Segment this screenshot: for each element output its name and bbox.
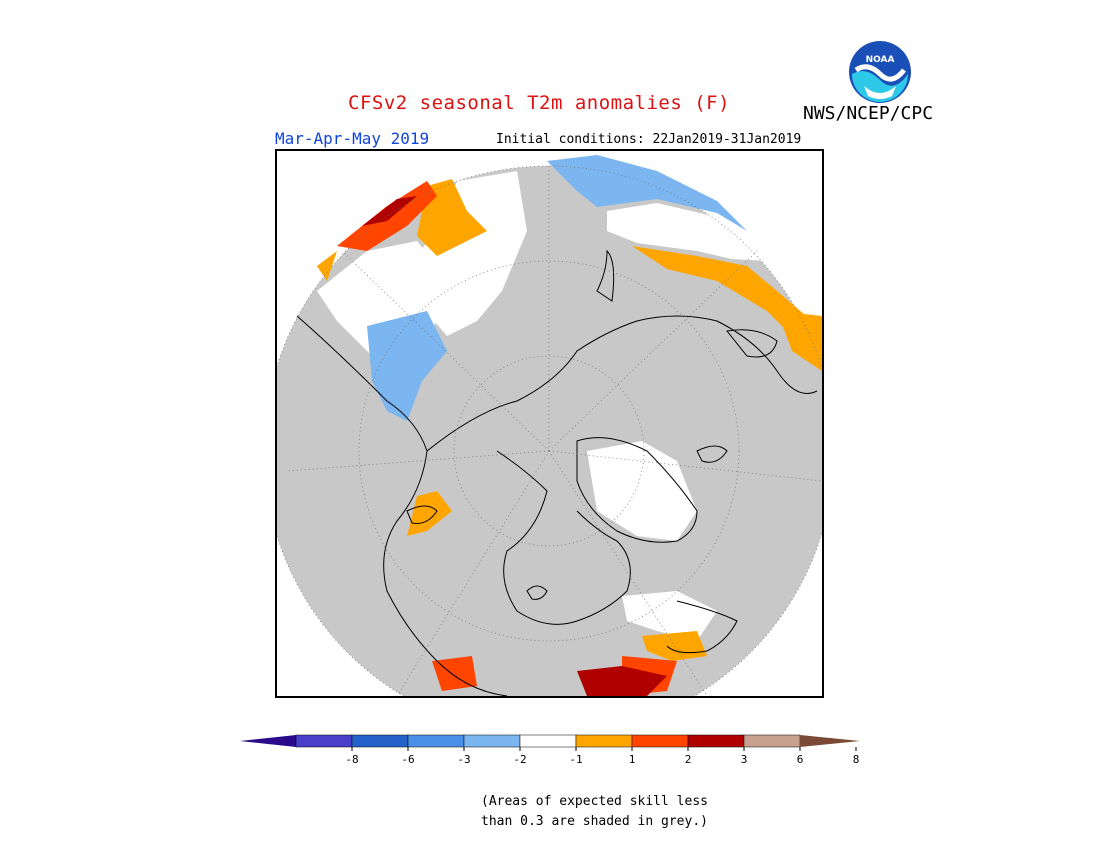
anomaly-region <box>577 666 667 696</box>
colorbar-tick-label: -8 <box>345 753 358 766</box>
anomaly-region <box>547 155 747 231</box>
anomaly-region <box>622 591 717 641</box>
colorbar-tick-label: 6 <box>797 753 804 766</box>
chart-title: CFSv2 seasonal T2m anomalies (F) <box>348 92 731 114</box>
colorbar-bin <box>743 734 801 748</box>
logo-text: NOAA <box>866 55 895 65</box>
anomaly-region <box>362 196 417 226</box>
colorbar-tick-label: -3 <box>457 753 470 766</box>
colorbar-bin <box>351 734 409 748</box>
anomaly-map <box>275 149 824 698</box>
skill-note-line1: (Areas of expected skill less <box>481 794 708 809</box>
colorbar-tick-label: -2 <box>513 753 526 766</box>
colorbar-bin <box>295 734 353 748</box>
anomaly-region <box>407 491 452 536</box>
colorbar-bin <box>687 734 745 748</box>
agency-label: NWS/NCEP/CPC <box>803 103 934 124</box>
colorbar-tick-label: -6 <box>401 753 414 766</box>
anomaly-region <box>317 241 457 391</box>
anomaly-region <box>632 246 822 361</box>
colorbar-bin <box>463 734 521 748</box>
noaa-logo: NOAA <box>849 41 911 103</box>
coastlines <box>296 249 818 696</box>
colorbar-tick-label: 1 <box>629 753 636 766</box>
graticule <box>277 165 822 696</box>
colorbar-tick-label: 3 <box>741 753 748 766</box>
colorbar-bin <box>519 734 577 748</box>
colorbar-right-arrow <box>800 735 860 747</box>
anomaly-region <box>642 631 707 661</box>
anomaly-region <box>777 311 822 371</box>
season-label: Mar-Apr-May 2019 <box>275 129 430 148</box>
colorbar-bin <box>407 734 465 748</box>
initial-conditions-label: Initial conditions: 22Jan2019-31Jan2019 <box>496 132 802 147</box>
colorbar-tick-label: 2 <box>685 753 692 766</box>
skill-note: (Areas of expected skill less than 0.3 a… <box>481 792 708 832</box>
anomaly-region <box>607 203 767 261</box>
anomaly-region <box>367 311 447 421</box>
anomaly-region <box>587 441 697 541</box>
colorbar-bin <box>631 734 689 748</box>
anomaly-region <box>317 251 337 281</box>
colorbar-tick-label: 8 <box>853 753 860 766</box>
map-canvas <box>277 151 822 696</box>
legend-colorbar: -8 -6 -3 -2 -1 1 2 3 6 8 <box>240 734 860 766</box>
colorbar-left-arrow <box>240 735 296 747</box>
colorbar-bin <box>575 734 633 748</box>
colorbar-tick-label: -1 <box>569 753 582 766</box>
skill-note-line2: than 0.3 are shaded in grey.) <box>481 814 708 829</box>
